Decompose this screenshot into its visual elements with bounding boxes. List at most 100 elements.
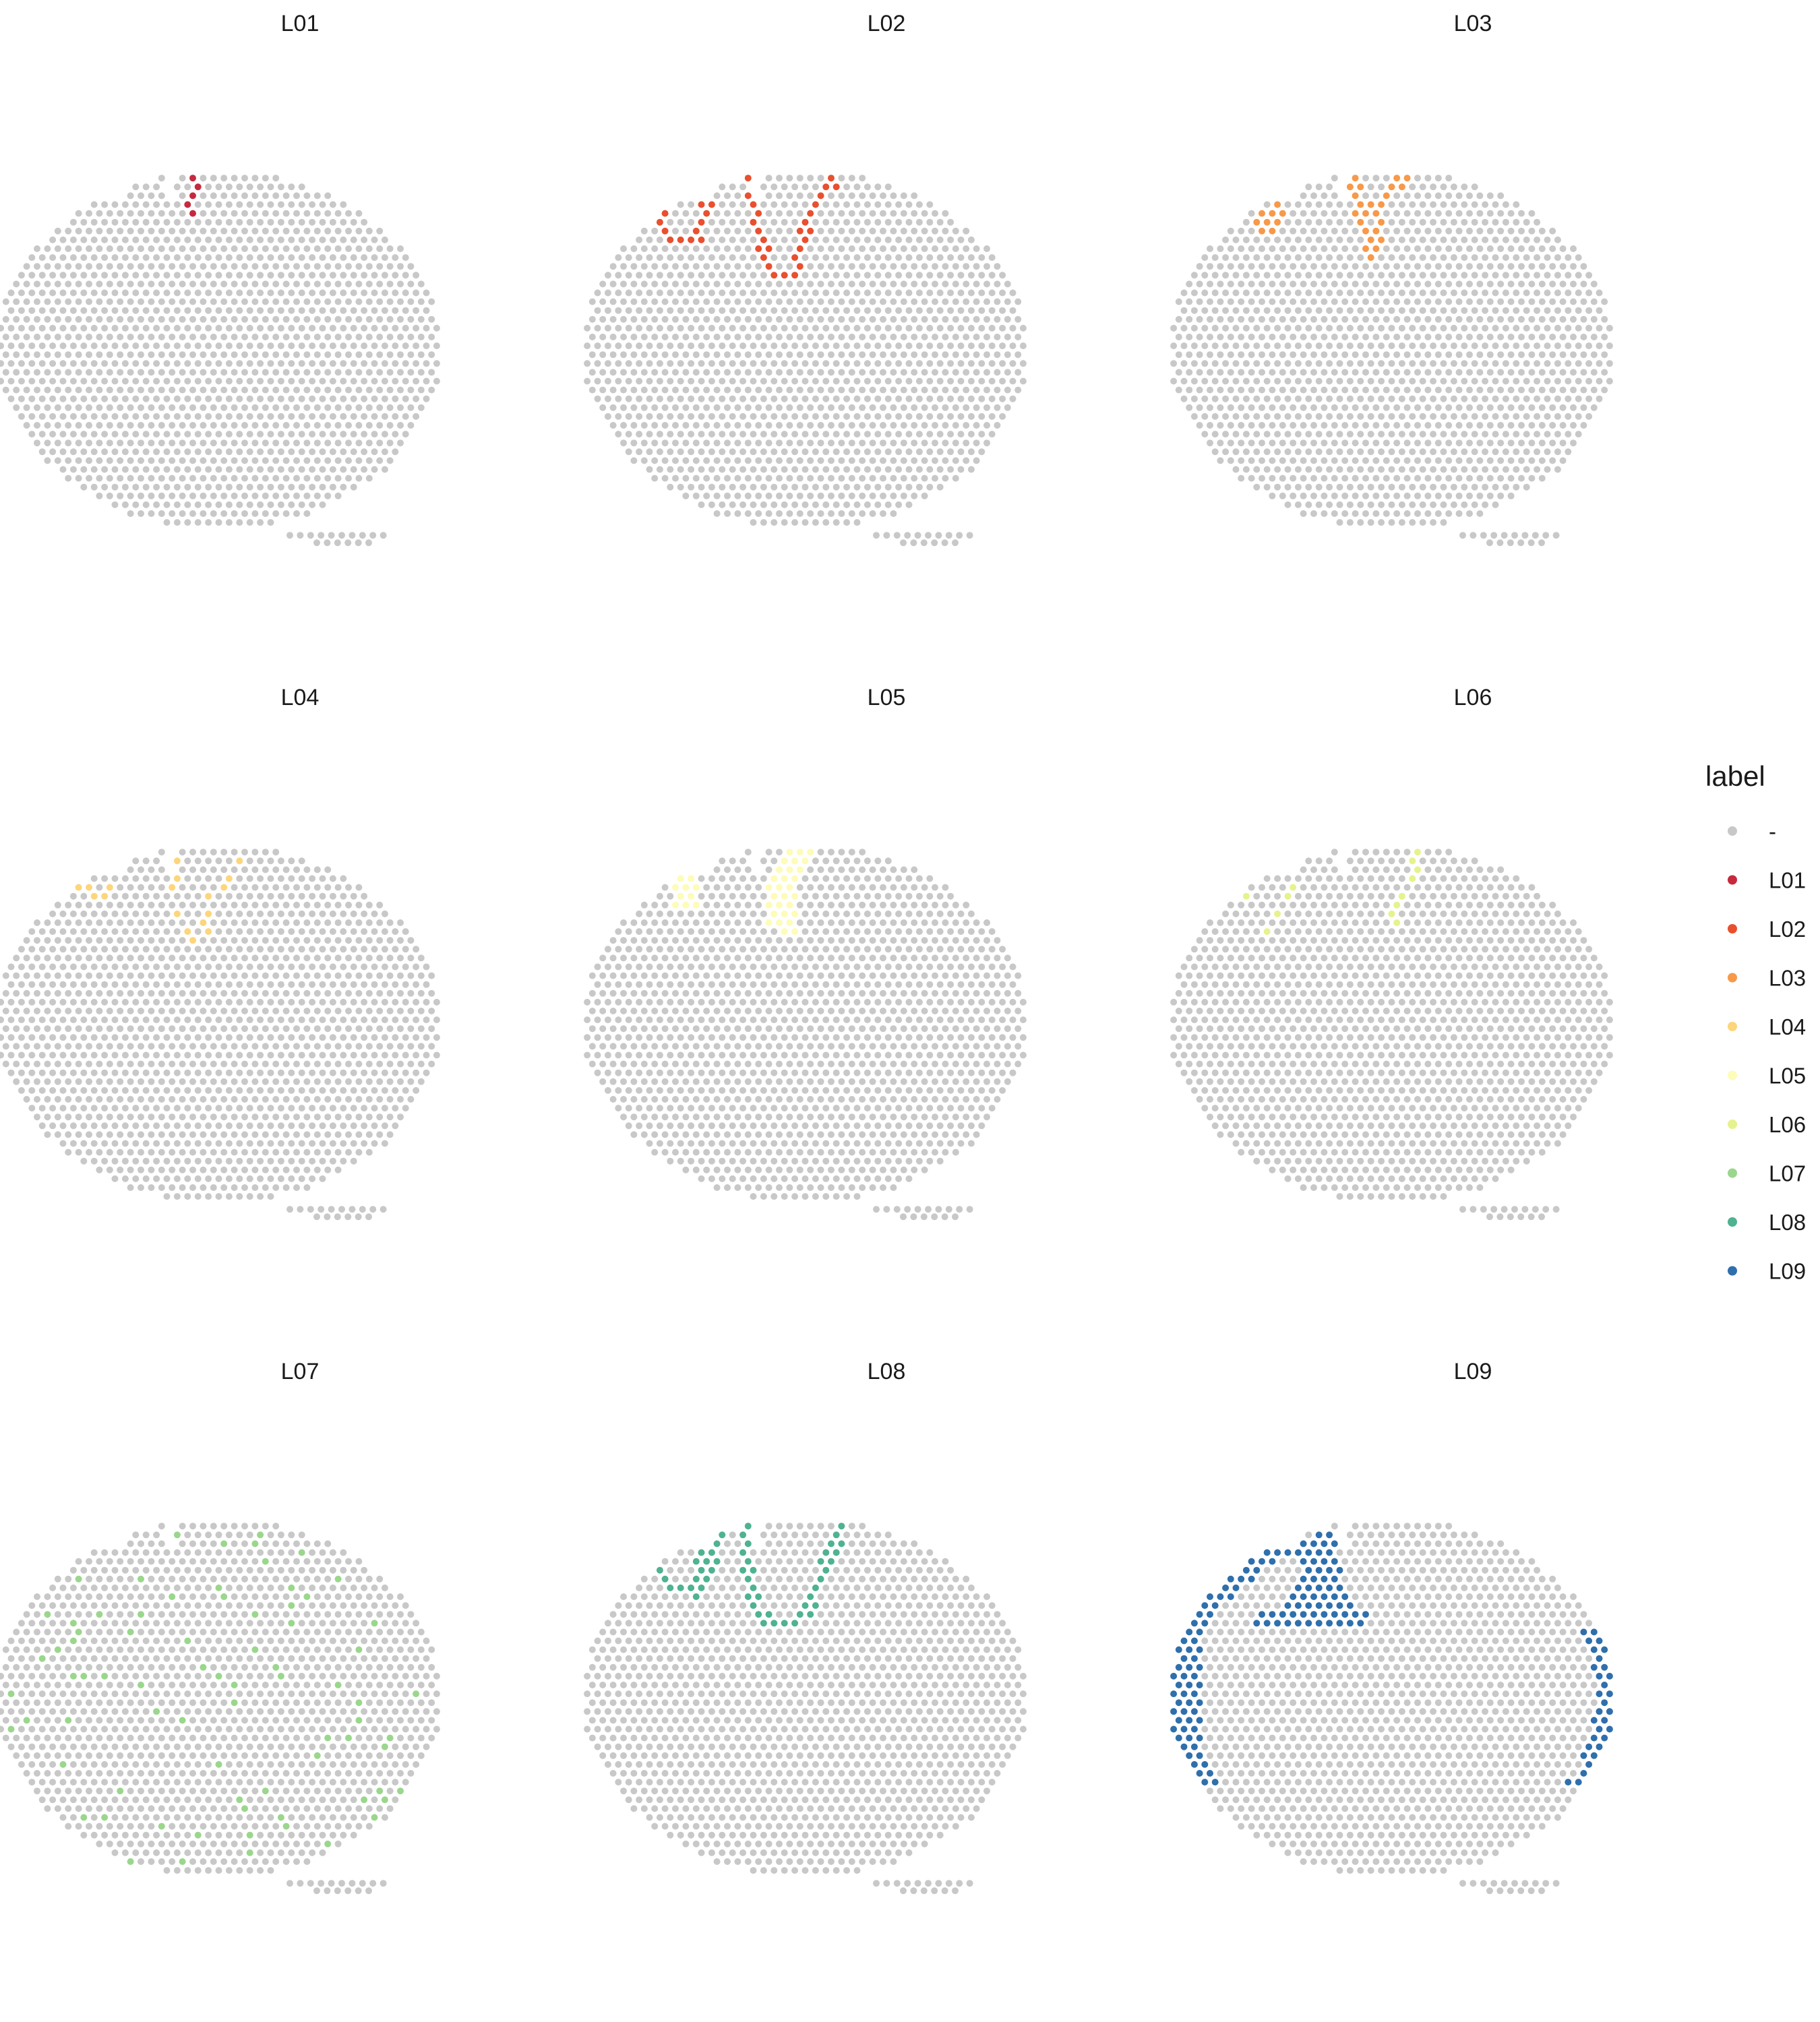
background-spot bbox=[148, 1008, 155, 1014]
background-spot bbox=[423, 324, 430, 332]
background-spot bbox=[1430, 183, 1437, 191]
background-spot bbox=[1482, 501, 1489, 508]
background-spot bbox=[324, 1043, 332, 1050]
background-spot bbox=[23, 1025, 30, 1033]
background-spot bbox=[251, 1025, 259, 1033]
background-spot bbox=[1383, 457, 1390, 464]
background-spot bbox=[900, 474, 907, 482]
background-spot bbox=[729, 360, 736, 367]
background-spot bbox=[957, 466, 965, 473]
background-spot bbox=[1601, 369, 1608, 376]
background-spot bbox=[179, 849, 186, 856]
background-spot bbox=[392, 928, 399, 936]
background-spot bbox=[350, 998, 357, 1006]
background-spot bbox=[153, 236, 160, 243]
background-spot bbox=[1352, 386, 1359, 394]
background-spot bbox=[1248, 227, 1255, 235]
background-spot bbox=[630, 280, 638, 288]
background-spot bbox=[361, 412, 368, 420]
background-spot bbox=[111, 483, 119, 491]
background-spot bbox=[978, 395, 985, 402]
background-spot bbox=[1580, 369, 1587, 376]
background-spot bbox=[272, 474, 280, 482]
background-spot bbox=[1253, 431, 1261, 438]
background-spot bbox=[1346, 448, 1354, 456]
background-spot bbox=[698, 360, 705, 367]
background-spot bbox=[703, 334, 710, 340]
background-spot bbox=[848, 192, 855, 200]
background-spot bbox=[672, 227, 679, 235]
background-spot bbox=[90, 448, 98, 456]
background-spot bbox=[661, 334, 669, 340]
background-spot bbox=[776, 315, 783, 323]
background-spot bbox=[781, 201, 788, 208]
background-spot bbox=[1284, 254, 1292, 262]
background-spot bbox=[1279, 280, 1286, 288]
background-spot bbox=[246, 272, 253, 279]
background-spot bbox=[1486, 457, 1494, 464]
background-spot bbox=[1175, 369, 1182, 376]
background-spot bbox=[148, 439, 155, 447]
background-spot bbox=[786, 404, 793, 411]
background-spot bbox=[90, 360, 98, 367]
background-spot bbox=[80, 307, 88, 314]
background-spot bbox=[863, 412, 871, 420]
background-spot bbox=[1211, 360, 1219, 367]
background-spot bbox=[755, 510, 762, 517]
background-spot bbox=[936, 218, 944, 226]
background-spot bbox=[231, 227, 238, 235]
background-spot bbox=[1248, 245, 1255, 252]
background-spot bbox=[163, 324, 171, 332]
background-spot bbox=[1009, 342, 1017, 350]
background-spot bbox=[200, 954, 207, 962]
background-spot bbox=[838, 315, 845, 323]
background-spot bbox=[1242, 395, 1250, 402]
background-spot bbox=[350, 236, 357, 243]
background-spot bbox=[874, 377, 882, 385]
background-spot bbox=[932, 404, 938, 411]
background-spot bbox=[158, 298, 165, 305]
background-spot bbox=[251, 510, 259, 517]
background-spot bbox=[142, 183, 150, 191]
background-spot bbox=[932, 351, 938, 359]
background-spot bbox=[13, 954, 20, 962]
background-spot bbox=[1590, 386, 1598, 394]
background-spot bbox=[173, 963, 181, 971]
background-spot bbox=[677, 324, 684, 332]
background-spot bbox=[905, 236, 913, 243]
background-spot bbox=[288, 910, 295, 917]
background-spot bbox=[848, 175, 855, 182]
background-spot bbox=[1554, 377, 1561, 385]
background-spot bbox=[194, 519, 202, 526]
background-spot bbox=[1430, 342, 1437, 350]
background-spot bbox=[121, 1016, 129, 1024]
background-spot bbox=[1269, 404, 1276, 411]
background-spot bbox=[153, 857, 160, 865]
background-spot bbox=[153, 412, 160, 420]
background-spot bbox=[1430, 519, 1437, 526]
background-spot bbox=[822, 519, 830, 526]
background-spot bbox=[324, 404, 332, 411]
background-spot bbox=[59, 1069, 67, 1076]
background-spot bbox=[324, 937, 332, 944]
background-spot bbox=[340, 254, 347, 262]
background-spot bbox=[329, 1034, 336, 1041]
background-spot bbox=[179, 901, 186, 909]
background-spot bbox=[895, 236, 903, 243]
background-spot bbox=[267, 395, 274, 402]
background-spot bbox=[350, 910, 357, 917]
background-spot bbox=[905, 342, 913, 350]
background-spot bbox=[380, 532, 387, 539]
background-spot bbox=[796, 439, 803, 447]
background-spot bbox=[1346, 272, 1354, 279]
background-spot bbox=[1019, 324, 1027, 332]
background-spot bbox=[978, 272, 985, 279]
background-spot bbox=[822, 395, 830, 402]
background-spot bbox=[376, 351, 384, 359]
background-spot bbox=[54, 280, 61, 288]
background-spot bbox=[1455, 404, 1463, 411]
background-spot bbox=[692, 474, 700, 482]
background-spot bbox=[890, 439, 897, 447]
background-spot bbox=[1378, 289, 1385, 297]
background-spot bbox=[843, 236, 851, 243]
